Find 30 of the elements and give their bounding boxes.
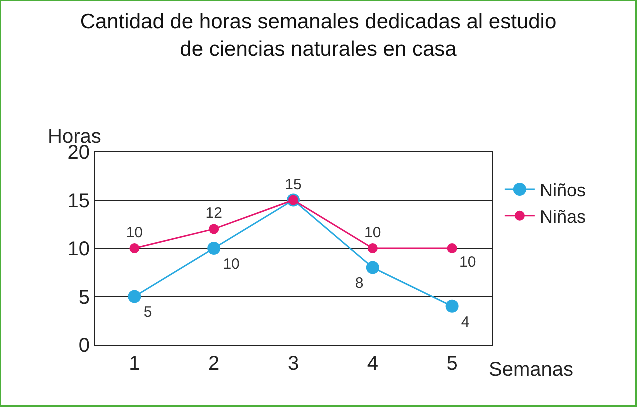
data-label: 15 — [285, 176, 302, 194]
data-label: 10 — [364, 224, 382, 242]
data-label: 8 — [355, 275, 364, 292]
point — [208, 242, 221, 255]
data-label: 4 — [461, 314, 470, 331]
point — [128, 290, 142, 304]
x-tick-label: 2 — [208, 353, 220, 375]
x-tick-label: 4 — [367, 353, 378, 375]
x-axis-title: Semanas — [489, 359, 574, 381]
y-tick-label: 0 — [78, 335, 90, 357]
legend-label: Niñas — [540, 206, 586, 227]
y-tick-label: 10 — [68, 238, 90, 260]
data-label: 10 — [460, 254, 476, 271]
chart-title: Cantidad de horas semanales dedicadas al estudio de ciencias naturales en casa — [80, 10, 557, 61]
data-label: 10 — [223, 256, 240, 273]
x-tick-label: 3 — [288, 353, 300, 375]
y-tick-label: 15 — [68, 190, 90, 212]
point — [368, 244, 378, 254]
point — [130, 244, 140, 254]
data-label: 5 — [144, 304, 152, 322]
y-tick-label: 5 — [78, 286, 90, 309]
legend-label: Niños — [540, 180, 586, 201]
point — [366, 261, 380, 274]
x-tick-label: 5 — [446, 353, 458, 375]
data-label: 10 — [126, 224, 144, 242]
x-tick-label: 1 — [129, 353, 140, 375]
point — [446, 300, 459, 313]
data-label: 12 — [206, 205, 222, 222]
point — [447, 244, 458, 254]
point — [209, 224, 220, 234]
